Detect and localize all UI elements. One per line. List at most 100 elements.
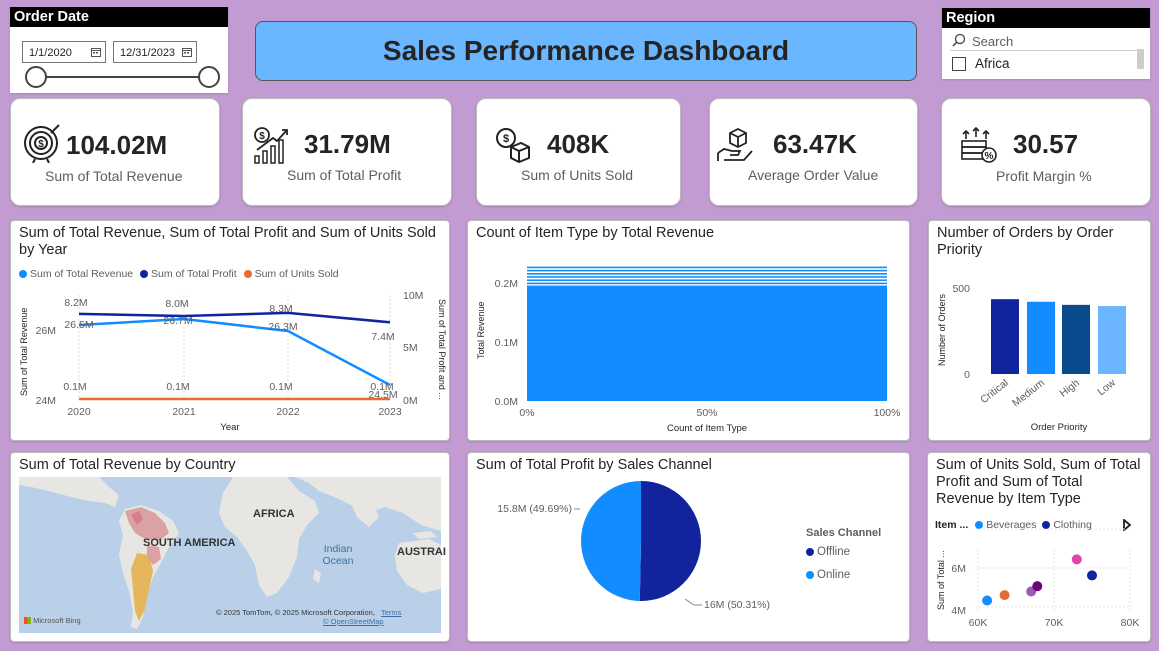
target-dollar-icon: $ (24, 124, 60, 163)
end-date-input[interactable]: 12/31/2023 (113, 41, 197, 63)
legend-next-icon[interactable] (1122, 519, 1132, 531)
legend-item[interactable]: Beverages (975, 519, 1036, 531)
map-label: SOUTH AMERICA (143, 537, 236, 549)
legend-item[interactable]: Clothing (1042, 519, 1092, 531)
bar (527, 276, 887, 278)
calendar-icon[interactable] (91, 47, 101, 57)
x-tick-label: 2023 (378, 406, 402, 418)
svg-text:%: % (985, 151, 994, 162)
kpi-value: 30.57 (1013, 129, 1079, 159)
y-axis-label: Total Revenue (476, 301, 486, 359)
kpi-label: Sum of Units Sold (521, 167, 634, 183)
profit-growth-icon: $ (254, 127, 288, 164)
hand-box-icon (717, 127, 753, 161)
start-date-input[interactable]: 1/1/2020 (22, 41, 106, 63)
legend-item[interactable]: Sum of Units Sold (243, 268, 339, 280)
pie-chart-card[interactable]: Sum of Total Profit by Sales Channel 16M… (467, 452, 910, 642)
x-tick-label: Low (1095, 377, 1118, 399)
data-label: 15.8M (49.69%) (497, 503, 572, 515)
y-axis-label: Sum of Total ... (936, 550, 946, 610)
scrollbar[interactable] (1137, 49, 1144, 69)
x-tick-label: 60K (969, 617, 988, 629)
legend-item[interactable]: Sum of Total Profit (140, 268, 237, 280)
region-slicer: Region Search Africa (942, 8, 1150, 79)
chart-title: Sum of Total Profit by Sales Channel (476, 457, 712, 473)
date-range-track[interactable] (35, 76, 209, 78)
chart-title: Count of Item Type by Total Revenue (476, 225, 715, 241)
y-tick-label: 0M (403, 395, 418, 407)
line-chart-plot: 26M 24M 10M 5M 0M Sum of Total Revenue Sum of … (19, 290, 447, 433)
x-tick-label: 2021 (172, 406, 196, 418)
y-tick-label: 5M (403, 342, 418, 354)
y-axis-label: Sum of Total Revenue (19, 308, 29, 396)
page-title: Sales Performance Dashboard (382, 35, 790, 66)
x-axis-label: Count of Item Type (667, 423, 747, 434)
y-tick-label: 0.2M (495, 278, 518, 290)
data-label: 0.1M (63, 381, 86, 393)
map-card[interactable]: Sum of Total Revenue by Country AFRICA S… (10, 452, 450, 642)
bar (527, 266, 887, 269)
legend-item[interactable]: Sum of Total Revenue (19, 268, 133, 280)
chart-title: Sum of Total Revenue, Sum of Total Profi… (19, 225, 436, 258)
order-date-slicer: Order Date 1/1/2020 12/31/2023 (10, 7, 228, 93)
map-logo: Microsoft Bing (24, 616, 81, 625)
y-axis-label: Number of Orders (937, 293, 947, 366)
kpi-label: Sum of Total Profit (287, 167, 402, 183)
microsoft-logo-icon (24, 617, 31, 624)
legend-item[interactable]: Offline (806, 546, 850, 558)
data-label: 0.1M (269, 381, 292, 393)
x-tick-label: Medium (1010, 377, 1047, 410)
kpi-units-sold: $ 408K Sum of Units Sold (476, 98, 681, 206)
map-attribution: © 2025 TomTom, © 2025 Microsoft Corporat… (216, 608, 402, 617)
data-label: 8.0M (165, 298, 188, 310)
range-start-handle[interactable] (25, 66, 47, 88)
chart-title: Number of Orders by Order Priority (937, 225, 1114, 258)
kpi-value: 31.79M (304, 129, 391, 159)
money-percent-icon: % (961, 127, 997, 163)
end-date-value: 12/31/2023 (120, 47, 176, 59)
world-map[interactable] (19, 477, 441, 633)
start-date-value: 1/1/2020 (29, 47, 72, 59)
x-axis-label: Year (220, 422, 239, 433)
data-label: 8.3M (269, 303, 292, 315)
x-tick-label: 100% (874, 407, 901, 419)
scatter-point (999, 590, 1010, 601)
terms-link[interactable]: Terms (381, 608, 402, 617)
kpi-profit-margin: % 30.57 Profit Margin % (941, 98, 1151, 206)
calendar-icon[interactable] (182, 47, 192, 57)
y-tick-label: 26M (36, 325, 56, 337)
y-tick-label: 24M (36, 395, 56, 407)
y-tick-label: 0.0M (495, 396, 518, 408)
bar (1098, 306, 1126, 374)
pie-plot: 16M (50.31%) 15.8M (49.69%) (497, 481, 770, 611)
x-tick-label: 70K (1045, 617, 1064, 629)
region-header: Region (942, 8, 1150, 28)
scatter-chart-card[interactable]: Sum of Units Sold, Sum of Total Profit a… (927, 452, 1151, 642)
bar (1027, 301, 1055, 374)
data-label: 0.1M (370, 381, 393, 393)
data-label: 26.3M (268, 321, 297, 333)
priority-chart-card[interactable]: Number of Orders by Order Priority Criti… (928, 220, 1151, 441)
x-tick-label: 50% (696, 407, 717, 419)
legend-title: Item ... (935, 519, 969, 531)
data-label: 16M (50.31%) (704, 599, 770, 611)
legend-item[interactable]: Online (806, 569, 850, 581)
scatter-point (982, 595, 993, 606)
checkbox[interactable] (952, 57, 966, 71)
priority-plot: Critical Medium High Low 500 0 Number of Order… (937, 283, 1126, 433)
pie-slice (639, 481, 702, 601)
x-tick-label: 0% (519, 407, 534, 419)
item-type-chart-card[interactable]: Count of Item Type by Total Revenue 0.2M… (467, 220, 910, 441)
map-label: AFRICA (253, 508, 295, 520)
region-search[interactable]: Search (950, 32, 1138, 51)
line-chart-card[interactable]: Sum of Total Revenue, Sum of Total Profi… (10, 220, 450, 441)
item-type-plot: 0.2M 0.1M 0.0M0% 50% 100% Count of Item Type T… (476, 266, 901, 434)
y-tick-label: 0 (964, 369, 970, 381)
kpi-value: 408K (547, 129, 610, 159)
data-label: 26.5M (64, 319, 93, 331)
osm-link[interactable]: © OpenStreetMap (323, 617, 384, 626)
search-placeholder: Search (972, 34, 1014, 49)
chart-title: Sum of Total Revenue by Country (19, 457, 236, 473)
chart-title: Sum of Units Sold, Sum of Total Profit a… (936, 457, 1141, 507)
range-end-handle[interactable] (198, 66, 220, 88)
